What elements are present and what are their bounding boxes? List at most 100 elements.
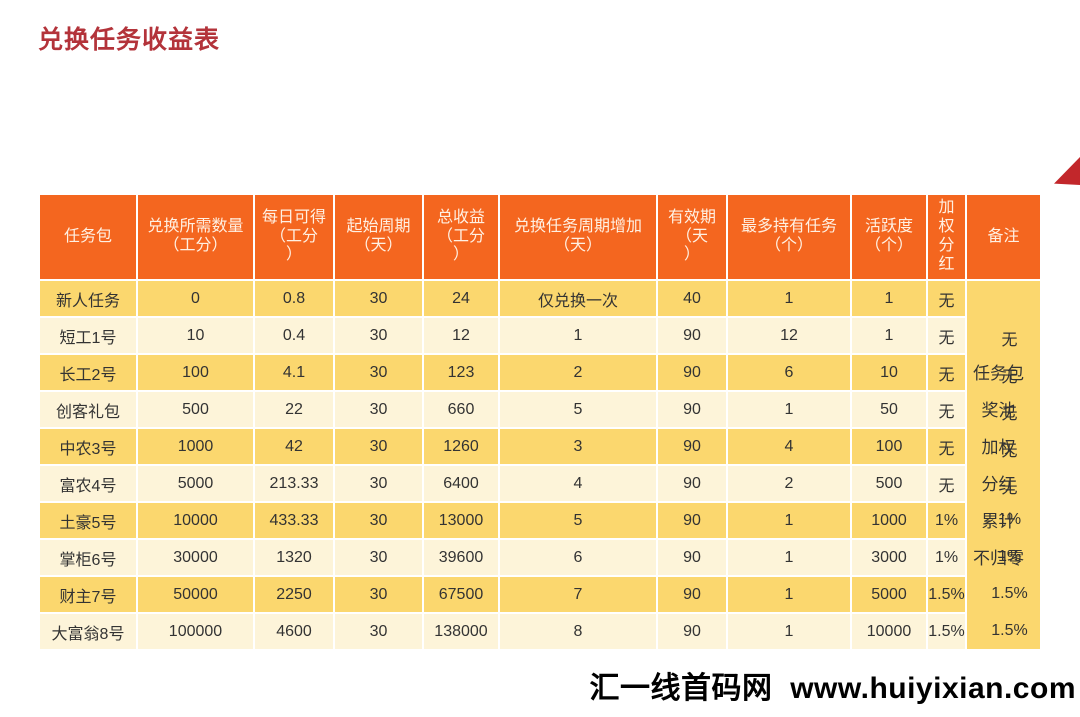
table-cell: 1 [852,281,926,316]
table-cell: 500 [852,466,926,501]
table-cell: 50000 [138,577,253,612]
table-cell: 30000 [138,540,253,575]
table-cell: 30 [335,355,422,390]
table-cell: 4.1 [255,355,333,390]
exchange-task-income-table: 任务包 兑换所需数量 （工分） 每日可得 （工分 ）起始周期 （天） 总收益 （工分 … [40,195,1040,649]
table-cell: 1260 [424,429,498,464]
table-cell: 8 [500,614,656,649]
table-cell: 无 [928,466,965,501]
table-cell: 1.5% [928,614,965,649]
table-cell: 90 [658,540,726,575]
header-cell-6: 兑换任务周期增加 （天） [500,195,656,279]
remark-value: 无 [1001,406,1018,423]
table-cell: 土豪5号 [40,503,136,538]
table-cell: 90 [658,355,726,390]
corner-triangle-icon [1054,157,1080,185]
header-cell-5: 总收益 （工分 ） [424,195,498,279]
table-cell: 仅兑换一次 [500,281,656,316]
table-cell: 6400 [424,466,498,501]
table-cell: 30 [335,503,422,538]
remark-value: 1.5% [991,622,1028,639]
table-cell: 40 [658,281,726,316]
table-cell: 30 [335,540,422,575]
table-cell: 6 [728,355,850,390]
table-cell: 90 [658,503,726,538]
table-cell: 13000 [424,503,498,538]
table-cell: 90 [658,614,726,649]
table-cell: 无 [928,429,965,464]
table-cell: 24 [424,281,498,316]
table-cell: 4 [728,429,850,464]
table-cell: 10000 [852,614,926,649]
table-cell: 无 [928,355,965,390]
table-cell: 1% [928,503,965,538]
table-cell: 3 [500,429,656,464]
table-cell: 短工1号 [40,318,136,353]
remark-value: 无 [1001,332,1018,349]
table-cell: 100 [138,355,253,390]
table-cell: 42 [255,429,333,464]
page-title: 兑换任务收益表 [38,26,221,54]
table-cell: 1.5% [928,577,965,612]
table-cell: 1 [852,318,926,353]
table-cell: 138000 [424,614,498,649]
table-cell: 5 [500,392,656,427]
table-cell: 掌柜6号 [40,540,136,575]
table-cell: 4 [500,466,656,501]
table-cell: 3000 [852,540,926,575]
header-cell-1: 任务包 [40,195,136,279]
table-cell: 50 [852,392,926,427]
table-cell: 100 [852,429,926,464]
table-cell: 90 [658,318,726,353]
header-cell-4: 起始周期 （天） [335,195,422,279]
watermark: 汇一线首码网 www.huiyixian.com [589,672,1076,705]
table-cell: 2 [728,466,850,501]
table-cell: 1 [728,503,850,538]
table-cell: 富农4号 [40,466,136,501]
table-cell: 1 [728,540,850,575]
table-cell: 1% [928,540,965,575]
table-cell: 433.33 [255,503,333,538]
table-cell: 90 [658,466,726,501]
table-cell: 1 [728,281,850,316]
table-cell: 30 [335,466,422,501]
remark-value: 无 [1001,443,1018,460]
table-cell: 12 [728,318,850,353]
table-cell: 1 [728,614,850,649]
table-cell: 90 [658,392,726,427]
table-cell: 创客礼包 [40,392,136,427]
table-cell: 无 [928,318,965,353]
table-cell: 0.4 [255,318,333,353]
header-cell-7: 有效期 （天 ） [658,195,726,279]
table-cell: 100000 [138,614,253,649]
remarks-note: 任务包 奖池 加权 分红 累计 不归零 [973,364,1024,568]
table-cell: 5000 [138,466,253,501]
table-cell: 2250 [255,577,333,612]
table-cell: 1 [728,577,850,612]
remark-value: 无 [1001,369,1018,386]
remark-value: 1% [997,548,1022,565]
table-cell: 1320 [255,540,333,575]
header-cell-3: 每日可得 （工分 ） [255,195,333,279]
header-cell-8: 最多持有任务 （个） [728,195,850,279]
table-cell: 5 [500,503,656,538]
header-cell-10: 加 权 分 红 [928,195,965,279]
table-cell: 1000 [138,429,253,464]
table-cell: 30 [335,281,422,316]
table-cell: 7 [500,577,656,612]
header-cell-2: 兑换所需数量 （工分） [138,195,253,279]
table-cell: 30 [335,429,422,464]
table-cell: 213.33 [255,466,333,501]
table-cell: 90 [658,429,726,464]
table-cell: 30 [335,318,422,353]
table-cell: 30 [335,614,422,649]
table-cell: 660 [424,392,498,427]
remark-value: 1.5% [991,585,1028,602]
table-cell: 12 [424,318,498,353]
table-cell: 22 [255,392,333,427]
table-cell: 123 [424,355,498,390]
table-cell: 67500 [424,577,498,612]
table-cell: 长工2号 [40,355,136,390]
table-cell: 无 [928,392,965,427]
table-cell: 0 [138,281,253,316]
